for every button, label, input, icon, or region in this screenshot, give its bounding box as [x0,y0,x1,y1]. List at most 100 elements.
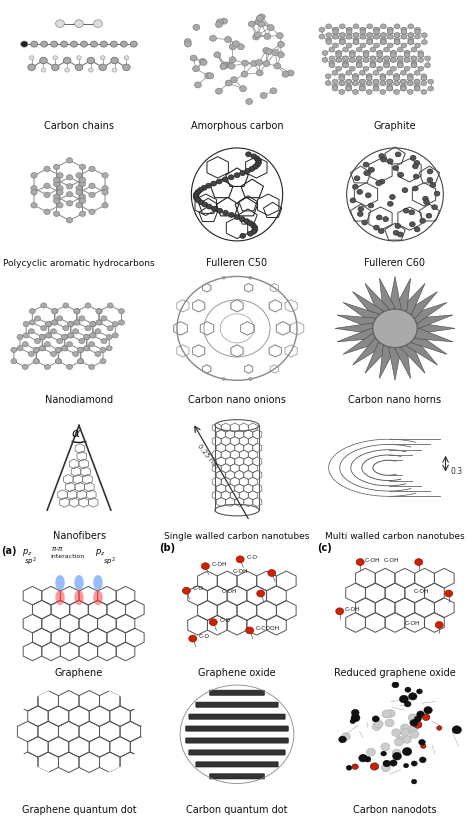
Circle shape [380,77,386,82]
Circle shape [246,627,254,634]
Circle shape [242,61,248,67]
Circle shape [353,77,358,82]
Circle shape [394,739,403,746]
Circle shape [66,342,73,347]
Polygon shape [337,315,375,329]
FancyBboxPatch shape [189,750,285,755]
Polygon shape [380,346,395,379]
Circle shape [45,342,50,347]
Circle shape [408,40,414,45]
Circle shape [353,38,359,43]
Circle shape [435,622,443,629]
Circle shape [381,38,386,43]
Circle shape [339,81,345,86]
Circle shape [419,740,425,745]
Circle shape [211,182,217,187]
Circle shape [110,42,117,48]
Circle shape [111,58,118,65]
Circle shape [267,25,274,32]
Circle shape [387,85,392,90]
Circle shape [421,75,427,79]
Circle shape [427,179,433,183]
Ellipse shape [93,590,103,605]
Circle shape [79,165,86,170]
FancyBboxPatch shape [189,714,285,719]
Circle shape [54,165,60,170]
Circle shape [96,320,102,326]
Circle shape [217,180,222,185]
Circle shape [339,75,345,79]
Circle shape [363,67,369,72]
Circle shape [216,89,222,95]
Circle shape [417,711,424,717]
Circle shape [46,322,52,328]
Circle shape [90,322,96,328]
Circle shape [84,335,90,340]
Circle shape [394,75,400,79]
Circle shape [189,636,197,642]
Circle shape [89,193,95,198]
Circle shape [383,57,389,61]
Circle shape [23,333,29,338]
Circle shape [391,52,396,57]
Circle shape [377,53,383,58]
Circle shape [408,34,414,38]
Circle shape [394,81,400,86]
Circle shape [407,75,413,79]
Circle shape [410,156,416,161]
Circle shape [414,71,420,76]
Circle shape [402,748,412,756]
Circle shape [83,335,90,340]
Circle shape [210,36,217,43]
Circle shape [120,42,127,48]
Polygon shape [415,328,453,342]
Circle shape [379,180,385,185]
Circle shape [403,209,409,214]
Circle shape [41,326,46,332]
Circle shape [287,71,294,77]
Circle shape [363,58,369,63]
Circle shape [228,64,235,70]
Circle shape [276,34,283,39]
Circle shape [236,556,244,563]
Circle shape [66,218,73,224]
Circle shape [387,30,393,35]
Circle shape [346,87,352,92]
Circle shape [381,40,386,45]
Circle shape [428,87,434,92]
Circle shape [102,190,108,196]
Circle shape [277,43,284,48]
Circle shape [255,163,260,168]
FancyBboxPatch shape [196,762,278,767]
Circle shape [426,214,432,219]
Circle shape [11,348,17,353]
Circle shape [272,51,279,57]
Circle shape [240,234,246,239]
Circle shape [394,40,400,45]
Circle shape [394,90,400,95]
Polygon shape [417,324,455,334]
Circle shape [370,64,376,69]
Circle shape [195,198,201,203]
Text: Amorphous carbon: Amorphous carbon [191,121,283,131]
Circle shape [346,87,352,92]
Circle shape [46,322,51,328]
Circle shape [359,87,365,92]
Circle shape [332,85,338,90]
Circle shape [55,348,61,353]
Circle shape [184,39,191,46]
Circle shape [358,207,364,212]
Circle shape [339,77,345,82]
Text: Graphene: Graphene [55,667,103,677]
Circle shape [71,42,77,48]
Circle shape [329,48,335,53]
Circle shape [356,57,362,61]
Circle shape [408,25,414,29]
Circle shape [57,187,63,192]
Circle shape [407,81,413,86]
Circle shape [258,15,265,20]
Circle shape [392,753,401,760]
Circle shape [101,339,107,344]
Circle shape [55,348,62,353]
Circle shape [360,35,366,40]
